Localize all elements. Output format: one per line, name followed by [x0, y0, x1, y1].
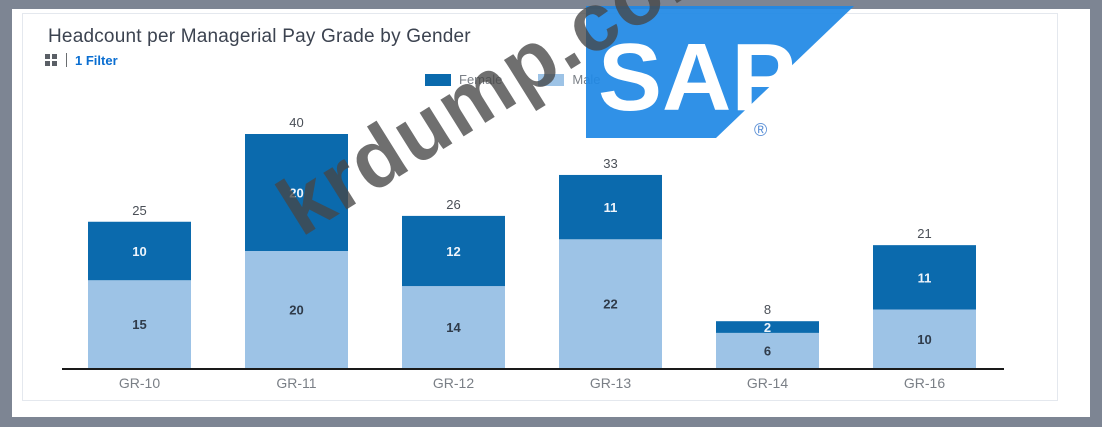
total-label-gr-11: 40 — [289, 115, 303, 130]
bar-male-gr-12[interactable] — [402, 286, 505, 368]
bar-female-gr-13[interactable] — [559, 174, 662, 240]
x-tick-gr-10: GR-10 — [119, 375, 160, 391]
bar-female-gr-10[interactable] — [88, 221, 191, 281]
bar-female-gr-14[interactable] — [716, 321, 819, 333]
data-label-female-gr-16: 11 — [918, 270, 932, 285]
data-label-female-gr-14: 2 — [764, 320, 771, 335]
x-tick-gr-16: GR-16 — [904, 375, 945, 391]
x-tick-gr-12: GR-12 — [433, 375, 474, 391]
bar-female-gr-12[interactable] — [402, 215, 505, 287]
bar-male-gr-11[interactable] — [245, 251, 348, 368]
x-tick-gr-13: GR-13 — [590, 375, 631, 391]
data-label-male-gr-12: 14 — [446, 320, 461, 335]
legend-label-female: Female — [459, 72, 503, 87]
hierarchy-icon[interactable] — [44, 53, 58, 67]
legend-swatch-male — [538, 73, 565, 86]
sap-logo-text: SAP — [598, 24, 795, 131]
bar-male-gr-13[interactable] — [559, 239, 662, 368]
bar-female-gr-11[interactable] — [245, 134, 348, 251]
data-label-female-gr-12: 12 — [446, 244, 460, 259]
filter-link[interactable]: 1 Filter — [75, 52, 118, 68]
legend-swatch-female — [425, 73, 451, 86]
data-label-male-gr-11: 20 — [289, 303, 303, 318]
bar-male-gr-16[interactable] — [873, 309, 976, 369]
x-tick-gr-11: GR-11 — [276, 375, 316, 391]
total-label-gr-10: 25 — [132, 203, 146, 218]
data-label-male-gr-16: 10 — [917, 332, 931, 347]
data-label-male-gr-14: 6 — [764, 343, 771, 358]
data-label-female-gr-13: 11 — [604, 200, 618, 215]
bar-female-gr-16[interactable] — [873, 245, 976, 310]
filter-bar: 1 Filter — [44, 51, 118, 69]
data-label-male-gr-13: 22 — [603, 297, 617, 312]
data-label-female-gr-11: 20 — [289, 186, 303, 201]
bar-male-gr-14[interactable] — [716, 332, 819, 368]
data-label-female-gr-10: 10 — [132, 244, 146, 259]
registered-mark: ® — [754, 120, 767, 138]
total-label-gr-16: 21 — [917, 226, 931, 241]
total-label-gr-12: 26 — [446, 197, 460, 212]
legend-item-female[interactable]: Female — [425, 72, 502, 87]
data-label-male-gr-10: 15 — [132, 317, 146, 332]
filter-separator — [66, 53, 67, 67]
total-label-gr-13: 33 — [603, 156, 617, 171]
chart-title: Headcount per Managerial Pay Grade by Ge… — [48, 26, 471, 47]
x-tick-gr-14: GR-14 — [747, 375, 788, 391]
bar-male-gr-10[interactable] — [88, 280, 191, 368]
sap-logo: SAP ® — [586, 6, 854, 140]
total-label-gr-14: 8 — [764, 302, 771, 317]
